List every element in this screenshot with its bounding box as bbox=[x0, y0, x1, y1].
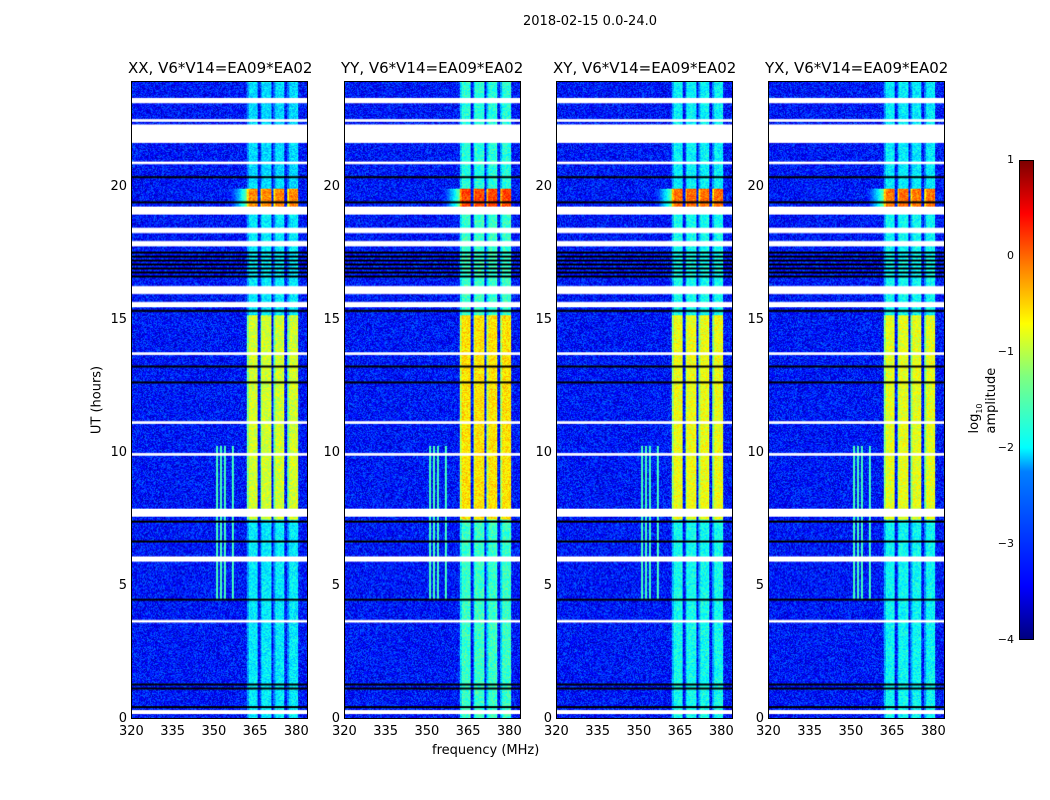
x-tick-label: 335 bbox=[585, 724, 611, 739]
heatmap-image bbox=[557, 82, 732, 718]
x-tick-label: 365 bbox=[455, 724, 481, 739]
heatmap-image bbox=[345, 82, 520, 718]
y-tick-label: 10 bbox=[747, 445, 764, 461]
figure-title: 2018-02-15 0.0-24.0 bbox=[523, 14, 657, 29]
x-tick-label: 335 bbox=[373, 724, 399, 739]
colorbar-label: log10 amplitude bbox=[967, 367, 999, 434]
x-axis-label: frequency (MHz) bbox=[432, 743, 540, 758]
y-tick-label: 20 bbox=[323, 179, 340, 195]
y-tick-label: 15 bbox=[323, 312, 340, 328]
y-tick-label: 15 bbox=[535, 312, 552, 328]
y-tick-label: 20 bbox=[110, 179, 127, 195]
colorbar-tick-label: −3 bbox=[997, 537, 1014, 550]
heatmap-image bbox=[132, 82, 307, 718]
x-tick-label: 365 bbox=[242, 724, 268, 739]
y-tick-label: 5 bbox=[755, 578, 764, 594]
heatmap-image bbox=[769, 82, 944, 718]
panel-title: XX, V6*V14=EA09*EA02 bbox=[128, 59, 313, 77]
x-tick-label: 350 bbox=[838, 724, 864, 739]
panel-title: YY, V6*V14=EA09*EA02 bbox=[341, 59, 524, 77]
y-tick-label: 10 bbox=[110, 445, 127, 461]
colorbar-tick-label: 0 bbox=[1007, 249, 1014, 262]
y-axis-label: UT (hours) bbox=[89, 365, 105, 435]
y-tick-label: 5 bbox=[331, 578, 340, 594]
x-tick-label: 380 bbox=[496, 724, 522, 739]
colorbar-tick-label: −1 bbox=[997, 345, 1014, 358]
heatmap-panel bbox=[768, 81, 945, 719]
y-tick-label: 10 bbox=[535, 445, 552, 461]
x-tick-label: 350 bbox=[414, 724, 440, 739]
x-tick-label: 380 bbox=[708, 724, 734, 739]
x-tick-label: 320 bbox=[332, 724, 357, 739]
y-tick-label: 20 bbox=[535, 179, 552, 195]
x-tick-label: 335 bbox=[160, 724, 186, 739]
colorbar bbox=[1019, 160, 1034, 640]
y-tick-label: 5 bbox=[543, 578, 552, 594]
x-tick-label: 320 bbox=[119, 724, 144, 739]
x-tick-label: 365 bbox=[667, 724, 693, 739]
x-tick-label: 365 bbox=[879, 724, 905, 739]
x-tick-label: 320 bbox=[756, 724, 781, 739]
panel-title: XY, V6*V14=EA09*EA02 bbox=[553, 59, 737, 77]
x-tick-label: 380 bbox=[920, 724, 946, 739]
y-tick-label: 10 bbox=[323, 445, 340, 461]
colorbar-tick-label: −4 bbox=[997, 633, 1014, 646]
x-tick-label: 320 bbox=[544, 724, 569, 739]
colorbar-tick-label: 1 bbox=[1007, 153, 1014, 166]
heatmap-panel bbox=[131, 81, 308, 719]
x-tick-label: 335 bbox=[797, 724, 823, 739]
x-tick-label: 350 bbox=[201, 724, 227, 739]
y-tick-label: 0 bbox=[755, 711, 764, 726]
y-tick-label: 0 bbox=[543, 711, 552, 726]
colorbar-tick-label: −2 bbox=[997, 441, 1014, 454]
y-tick-label: 15 bbox=[110, 312, 127, 328]
heatmap-panel bbox=[344, 81, 521, 719]
y-tick-label: 20 bbox=[747, 179, 764, 195]
panel-title: YX, V6*V14=EA09*EA02 bbox=[765, 59, 949, 77]
y-tick-label: 15 bbox=[747, 312, 764, 328]
y-tick-label: 0 bbox=[118, 711, 127, 726]
x-tick-label: 380 bbox=[283, 724, 309, 739]
x-tick-label: 350 bbox=[626, 724, 652, 739]
y-tick-label: 5 bbox=[118, 578, 127, 594]
y-tick-label: 0 bbox=[331, 711, 340, 726]
heatmap-panel bbox=[556, 81, 733, 719]
